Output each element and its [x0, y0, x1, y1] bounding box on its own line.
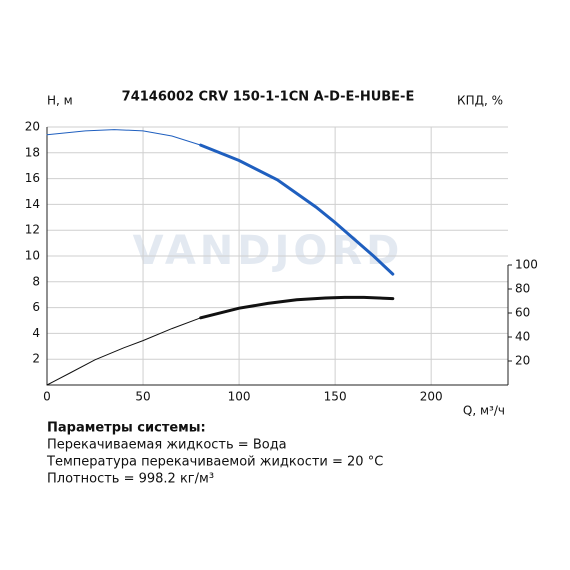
y-tick-label: 2	[32, 352, 40, 366]
x-tick-label: 200	[420, 390, 443, 404]
x-tick-label: 50	[135, 390, 150, 404]
y-tick-label: 20	[25, 120, 40, 134]
note-line: Плотность = 998.2 кг/м³	[47, 472, 214, 487]
series-line	[199, 295, 395, 320]
y2-tick-label: 80	[515, 282, 530, 296]
y-axis-label: Н, м	[47, 94, 73, 108]
watermark: VANDJORD	[133, 228, 404, 274]
y2-tick-label: 40	[515, 330, 530, 344]
x-tick-label: 150	[324, 390, 347, 404]
y-tick-label: 10	[25, 249, 40, 263]
x-tick-label: 0	[43, 390, 51, 404]
chart-title: 74146002 CRV 150-1-1CN A-D-E-HUBE-E	[122, 90, 415, 105]
y-tick-label: 4	[32, 326, 40, 340]
series-line	[46, 129, 202, 146]
series-line	[46, 317, 202, 386]
y-tick-label: 18	[25, 145, 40, 159]
y2-tick-label: 20	[515, 354, 530, 368]
y-tick-label: 16	[25, 171, 40, 185]
x-axis-label: Q, м³/ч	[463, 404, 505, 418]
y2-tick-label: 60	[515, 306, 530, 320]
notes-title: Параметры системы:	[47, 421, 206, 436]
note-line: Температура перекачиваемой жидкости = 20…	[46, 455, 383, 470]
y2-axis-label: КПД, %	[457, 94, 503, 108]
y-tick-label: 6	[32, 300, 40, 314]
series-line	[199, 143, 395, 276]
y-tick-label: 8	[32, 274, 40, 288]
y2-tick-label: 100	[515, 258, 538, 272]
x-tick-label: 100	[228, 390, 251, 404]
y-tick-label: 14	[25, 197, 40, 211]
y-tick-label: 12	[25, 223, 40, 237]
note-line: Перекачиваемая жидкость = Вода	[47, 438, 287, 453]
